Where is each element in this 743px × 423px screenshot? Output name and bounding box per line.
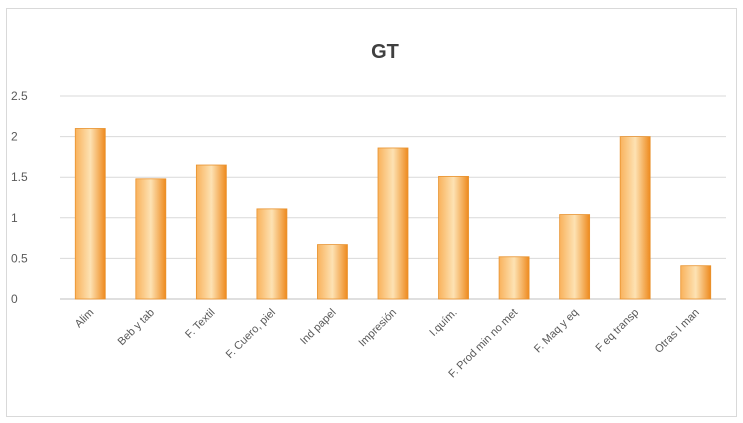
bar [680,265,712,300]
y-tick-label: 0.5 [11,251,28,265]
bar [195,164,227,300]
bars [74,128,712,300]
bar [256,208,288,300]
bar [438,175,469,300]
x-tick-label: F. Textil [183,307,217,341]
x-axis-ticks: Alim Beb y tab F. Textil F. Cuero, piel Ind … [73,307,702,381]
x-tick-label: F. Cuero, piel [224,307,278,361]
chart-area: GT 0 0.5 1 1.5 2 2.5 Alim Beb y tab F. Textil F.… [6,8,737,417]
bar-chart: GT 00.511.522.5 Alim Beb y tab F. Textil F.… [11,41,726,381]
bar [317,244,348,300]
chart-title: GT [371,41,399,63]
x-tick-label: Impresión [356,307,399,350]
y-tick-label: 1.5 [11,170,28,184]
x-tick-label: Otras I man [653,307,702,356]
bar [559,214,591,300]
x-tick-label: F. Maq y eq [532,307,581,356]
bar [74,128,106,300]
x-tick-label: Ind papel [298,307,338,347]
x-tick-label: Beb y tab [116,307,157,348]
x-tick-label: F eq transp [593,307,641,355]
bar [135,178,167,300]
y-axis-ticks: 0 0.5 1 1.5 2 2.5 [11,89,28,306]
x-tick-label: F. Prod min no met [446,307,520,381]
bar [498,256,530,300]
bar [377,147,409,300]
y-tick-label: 0 [11,292,18,306]
y-tick-label: 2 [11,130,18,144]
x-tick-label: Alim [73,307,97,331]
x-tick-label: I.quím. [427,307,459,339]
y-tick-label: 2.5 [11,89,28,103]
bar [619,136,651,300]
y-tick-label: 1 [11,211,18,225]
